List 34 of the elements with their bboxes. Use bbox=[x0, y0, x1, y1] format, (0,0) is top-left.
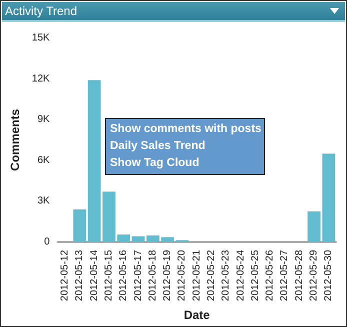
y-tick-label: 0 bbox=[44, 236, 50, 248]
y-tick-label: 12K bbox=[32, 73, 50, 84]
x-tick-label: 2012-05-12 bbox=[60, 250, 71, 302]
x-tick-label: 2012-05-23 bbox=[220, 250, 232, 302]
x-tick-label: 2012-05-26 bbox=[264, 250, 276, 302]
x-tick-label: 2012-05-16 bbox=[118, 250, 130, 302]
bar bbox=[132, 236, 145, 242]
x-tick-label: 2012-05-14 bbox=[88, 250, 100, 302]
bar bbox=[73, 209, 86, 242]
x-tick-label: 2012-05-27 bbox=[279, 250, 290, 302]
x-tick-label: 2012-05-24 bbox=[235, 250, 246, 302]
chart-title: Activity Trend bbox=[5, 4, 78, 18]
x-tick-label: 2012-05-15 bbox=[103, 250, 114, 302]
x-tick-label: 2012-05-21 bbox=[191, 250, 202, 302]
annotation: Show comments with posts bbox=[109, 122, 262, 137]
y-tick-label: 9K bbox=[37, 114, 50, 126]
x-tick-label: 2012-05-22 bbox=[206, 250, 217, 302]
y-tick-label: 6K bbox=[37, 154, 50, 166]
context-menu: Show comments with posts Daily Sales Trend Show Tag Cloud bbox=[105, 118, 265, 175]
x-tick-label: 2012-05-29 bbox=[308, 250, 320, 302]
x-tick-label: 2012-05-28 bbox=[294, 250, 305, 302]
x-tick-label: 2012-05-25 bbox=[250, 250, 261, 302]
y-axis-title: Comments bbox=[8, 108, 22, 171]
annotation: Show Tag Cloud bbox=[109, 156, 200, 171]
x-axis-title: Date bbox=[184, 308, 210, 322]
x-tick-label: 2012-05-20 bbox=[176, 250, 188, 302]
y-tick-label: 3K bbox=[37, 196, 50, 207]
x-tick-label: 2012-05-19 bbox=[162, 250, 174, 302]
x-tick-label: 2012-05-13 bbox=[74, 250, 86, 302]
annotation: Daily Sales Trend bbox=[109, 139, 206, 154]
x-tick-label: 2012-05-17 bbox=[132, 250, 144, 302]
y-tick-label: 15K bbox=[32, 32, 50, 44]
x-tick-label: 2012-05-18 bbox=[147, 250, 158, 302]
x-tick-label: 2012-05-30 bbox=[323, 250, 334, 302]
